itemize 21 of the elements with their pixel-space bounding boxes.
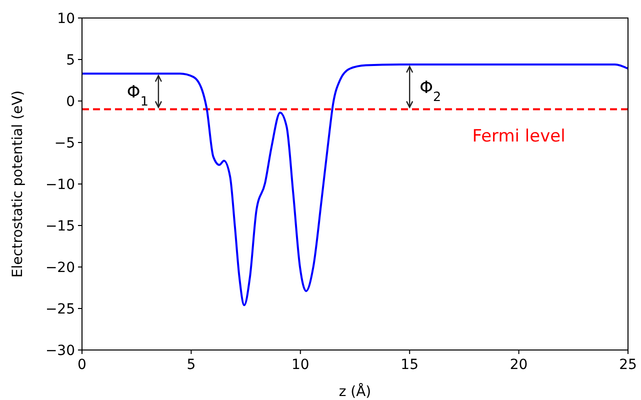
y-tick-label: −10 — [45, 177, 75, 193]
x-tick-label: 10 — [291, 357, 310, 373]
x-tick-label: 15 — [400, 357, 419, 373]
x-axis-title: z (Å) — [338, 383, 372, 400]
ref-line-label: Fermi level — [472, 126, 566, 146]
y-tick-label: 0 — [66, 94, 75, 110]
y-tick-label: −15 — [45, 218, 75, 234]
y-tick-label: −30 — [45, 343, 75, 359]
x-tick-label: 20 — [510, 357, 528, 373]
y-axis-title: Electrostatic potential (eV) — [10, 90, 26, 278]
y-tick-label: 10 — [57, 11, 75, 27]
x-tick-label: 25 — [619, 357, 637, 373]
x-tick-label: 0 — [78, 357, 86, 373]
y-tick-label: 5 — [66, 52, 75, 68]
y-tick-label: −5 — [54, 136, 75, 152]
y-tick-label: −25 — [45, 302, 75, 318]
x-tick-label: 5 — [186, 357, 196, 373]
y-tick-label: −20 — [45, 260, 75, 276]
annotation: Φ$_{2}$ — [420, 78, 442, 104]
annotation: Φ$_{1}$ — [126, 82, 148, 109]
line-series — [81, 63, 629, 306]
